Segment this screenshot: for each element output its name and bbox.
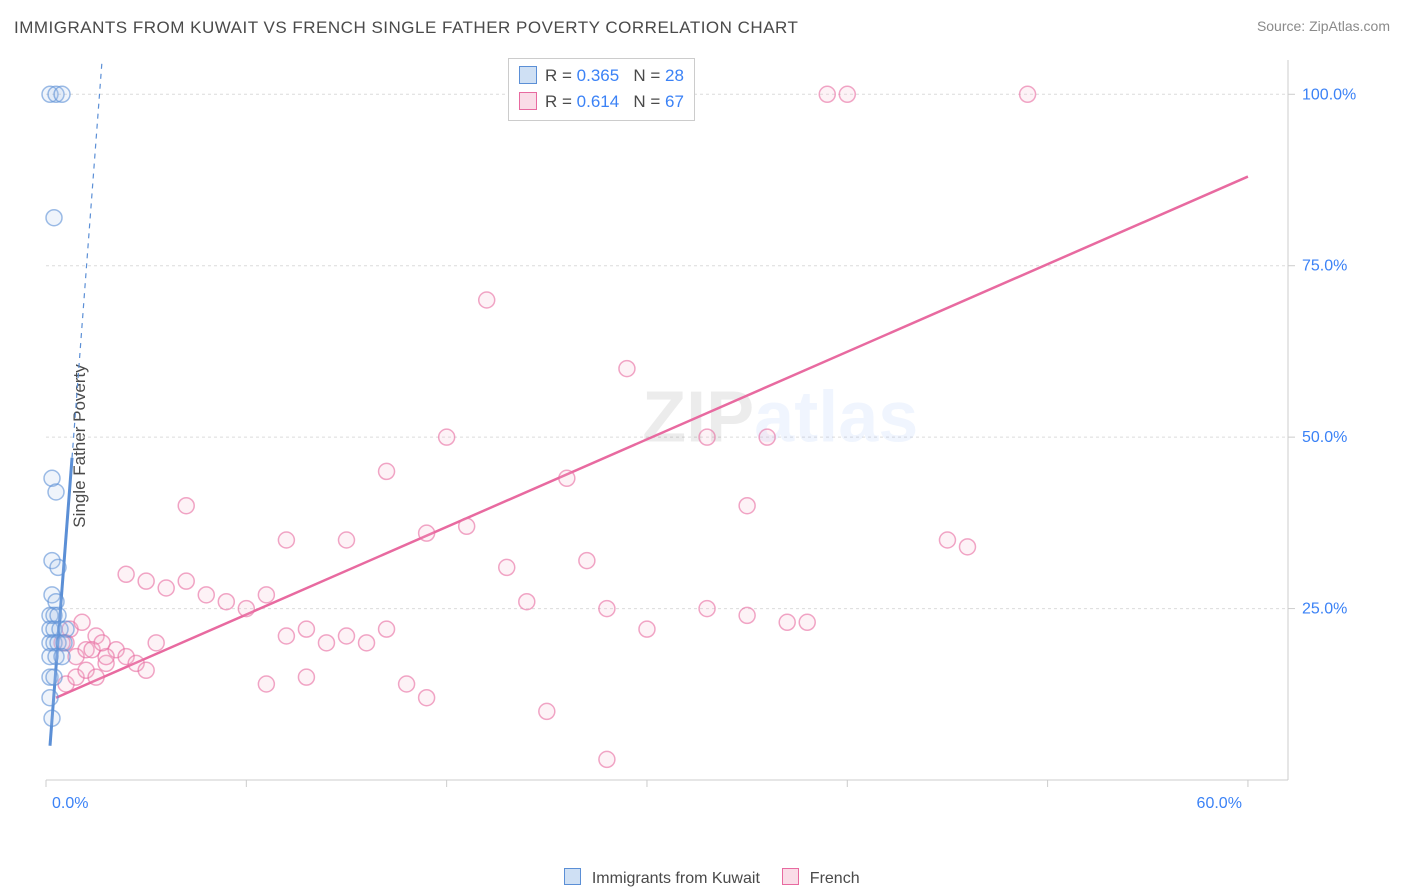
- svg-text:25.0%: 25.0%: [1302, 601, 1347, 618]
- svg-text:75.0%: 75.0%: [1302, 258, 1347, 275]
- series-legend: Immigrants from Kuwait French: [0, 868, 1406, 888]
- svg-text:0.0%: 0.0%: [52, 795, 88, 812]
- scatter-chart: ZIPatlas 0.0% 60.0% 25.0% 50.0% 75.0% 100.0%: [38, 50, 1388, 830]
- svg-text:60.0%: 60.0%: [1197, 795, 1242, 812]
- legend-swatch-french: [782, 868, 799, 885]
- correlation-legend: R = 0.365 N = 28R = 0.614 N = 67: [508, 58, 695, 121]
- svg-text:ZIPatlas: ZIPatlas: [642, 378, 918, 458]
- svg-text:50.0%: 50.0%: [1302, 429, 1347, 446]
- source-attribution: Source: ZipAtlas.com: [1257, 18, 1390, 34]
- legend-label-french: French: [810, 870, 860, 887]
- chart-title: IMMIGRANTS FROM KUWAIT VS FRENCH SINGLE …: [14, 18, 798, 38]
- legend-label-kuwait: Immigrants from Kuwait: [592, 870, 760, 887]
- plot-area: ZIPatlas 0.0% 60.0% 25.0% 50.0% 75.0% 100.0%: [38, 50, 1388, 830]
- svg-text:100.0%: 100.0%: [1302, 86, 1356, 103]
- legend-swatch-kuwait: [564, 868, 581, 885]
